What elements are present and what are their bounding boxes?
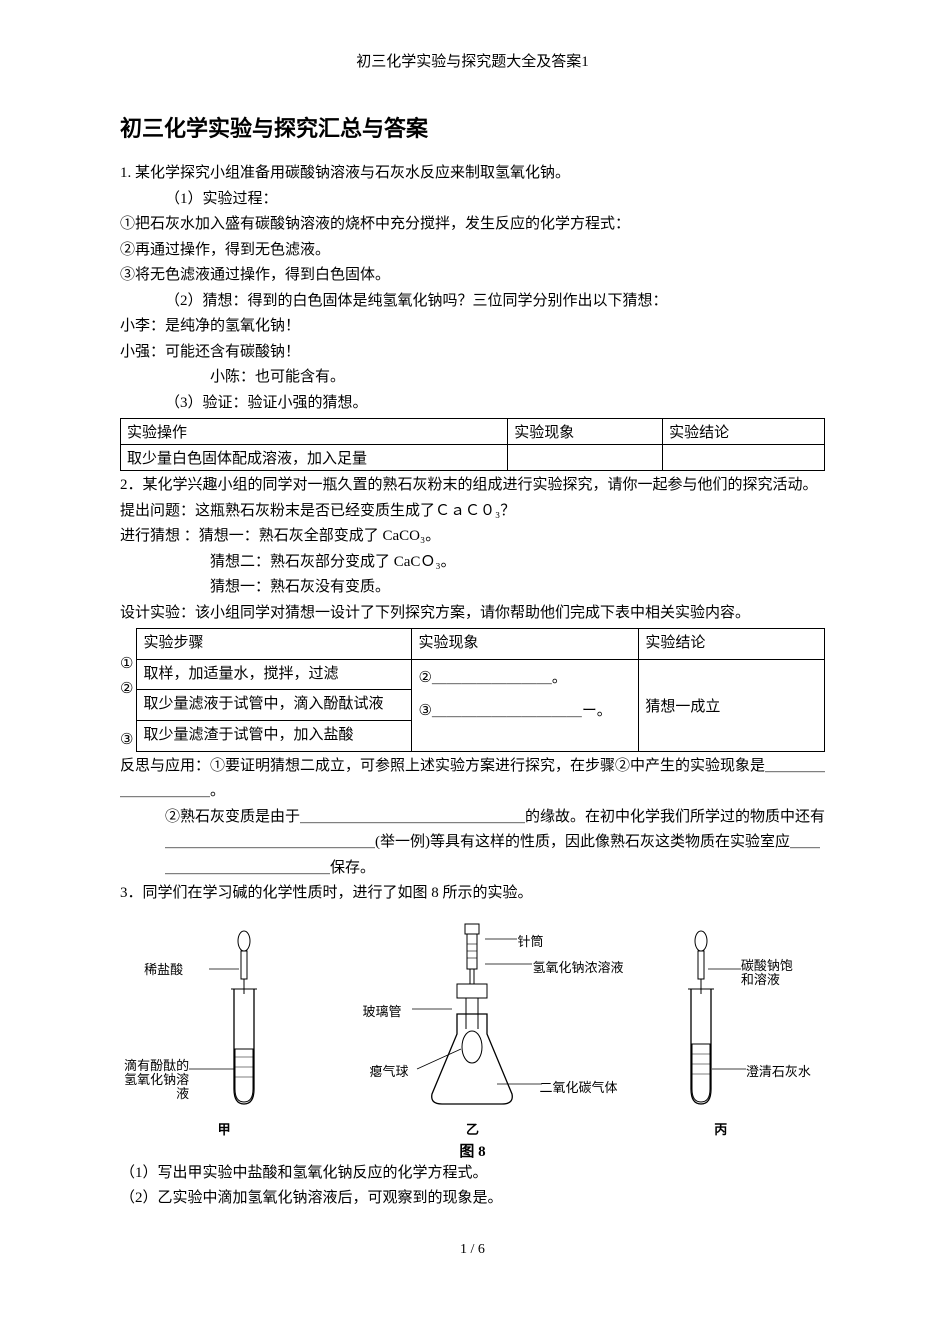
q3-ask1: （1）写出甲实验中盐酸和氢氧化钠反应的化学方程式。 — [120, 1161, 825, 1187]
q1-l2: ②再通过操作，得到无色滤液。 — [120, 238, 825, 264]
q2-table: 实验步骤 实验现象 实验结论 取样，加适量水，搅拌，过滤 ②＿＿＿＿＿＿＿＿。 … — [136, 628, 825, 752]
q3-ask2: （2）乙实验中滴加氢氧化钠溶液后，可观察到的现象是。 — [120, 1186, 825, 1212]
figure-8-caption: 图 8 — [120, 1140, 825, 1161]
lbl-zhentong: 针筒 — [517, 931, 543, 950]
jia-label: 甲 — [218, 1119, 231, 1138]
lbl-biqiu: 瘪气球 — [369, 1061, 408, 1080]
apparatus-bing: 碳酸钠饱和溶液 澄清石灰水 丙 — [646, 929, 796, 1138]
bing-label: 丙 — [714, 1119, 727, 1138]
q3-intro: 3．同学们在学习碱的化学性质时，进行了如图 8 所示的实验。 — [120, 881, 825, 907]
apparatus-jia: 稀盐酸 滴有酚酞的氢氧化钠溶液 甲 — [149, 929, 299, 1138]
yi-label: 乙 — [466, 1119, 479, 1138]
q2-rownums: ①② ③ — [120, 626, 136, 754]
q2-reflect2: ②熟石灰变质是由于＿＿＿＿＿＿＿＿＿＿＿＿＿＿＿的缘故。在初中化学我们所学过的物… — [120, 805, 825, 882]
page-footer: 1 / 6 — [120, 1242, 825, 1258]
q2-g0: 进行猜想 ：猜想一：熟石灰全部变成了 CaCO₃。 — [120, 524, 825, 550]
q1-th2: 实验现象 — [508, 419, 663, 445]
lbl-co2: 二氧化碳气体 — [539, 1077, 617, 1096]
q2-concl: 猜想一成立 — [639, 659, 825, 751]
q2-design: 设计实验：该小组同学对猜想一设计了下列探究方案，请你帮助他们完成下表中相关实验内… — [120, 601, 825, 627]
q1-intro: 1. 某化学探究小组准备用碳酸钠溶液与石灰水反应来制取氢氧化钠。 — [120, 161, 825, 187]
main-title: 初三化学实验与探究汇总与答案 — [120, 111, 825, 143]
q2-cell2a: ②＿＿＿＿＿＿＿＿。 — [418, 670, 566, 686]
lbl-fenfu: 滴有酚酞的氢氧化钠溶液 — [114, 1059, 189, 1102]
q1-th3: 实验结论 — [663, 419, 825, 445]
q1-s2: （2）猜想：得到的白色固体是纯氢氧化钠吗？三位同学分别作出以下猜想： — [120, 289, 825, 315]
q2-g1: 猜想二：熟石灰部分变成了 CaCＯ₃。 — [120, 550, 825, 576]
bing-svg — [646, 929, 796, 1119]
q2-r1: 取样，加适量水，搅拌，过滤 — [137, 659, 412, 690]
lbl-na2co3: 碳酸钠饱和溶液 — [741, 959, 796, 988]
q1-g1: 小李：是纯净的氢氧化钠！ — [120, 314, 825, 340]
q2-th2: 实验现象 — [412, 629, 639, 660]
page-header: 初三化学实验与探究题大全及答案1 — [120, 50, 825, 71]
q1-g3: 小陈：也可能含有。 — [120, 365, 825, 391]
q1-l1: ①把石灰水加入盛有碳酸钠溶液的烧杯中充分搅拌，发生反应的化学方程式： — [120, 212, 825, 238]
q1-td1: 取少量白色固体配成溶液，加入足量 — [121, 445, 508, 471]
q2-cell2b: ③＿＿＿＿＿＿＿＿＿＿ー。 — [418, 703, 611, 719]
q2-r3: 取少量滤渣于试管中，加入盐酸 — [137, 720, 412, 751]
lbl-xiyansuan: 稀盐酸 — [144, 959, 183, 978]
q1-s3: （3）验证：验证小强的猜想。 — [120, 391, 825, 417]
q1-l3: ③将无色滤液通过操作，得到白色固体。 — [120, 263, 825, 289]
q2-r2: 取少量滤液于试管中，滴入酚酞试液 — [137, 690, 412, 721]
q1-s1: （1）实验过程： — [120, 187, 825, 213]
lbl-shihui: 澄清石灰水 — [746, 1061, 811, 1080]
q1-g2: 小强：可能还含有碳酸钠！ — [120, 340, 825, 366]
q1-table: 实验操作 实验现象 实验结论 取少量白色固体配成溶液，加入足量 — [120, 418, 825, 471]
q1-td3 — [663, 445, 825, 471]
q2-g2: 猜想一：熟石灰没有变质。 — [120, 575, 825, 601]
q2-ask: 提出问题：这瓶熟石灰粉末是否已经变质生成了ＣａＣ０₃？ — [120, 499, 825, 525]
q2-th1: 实验步骤 — [137, 629, 412, 660]
apparatus-yi: 针筒 氢氧化钠浓溶液 玻璃管 瘪气球 二氧化碳气体 乙 — [357, 919, 587, 1138]
q2-cell2: ②＿＿＿＿＿＿＿＿。 ③＿＿＿＿＿＿＿＿＿＿ー。 — [412, 659, 639, 751]
q1-td2 — [508, 445, 663, 471]
q2-th3: 实验结论 — [639, 629, 825, 660]
q1-th1: 实验操作 — [121, 419, 508, 445]
figure-8: 稀盐酸 滴有酚酞的氢氧化钠溶液 甲 — [120, 919, 825, 1138]
lbl-naoh: 氢氧化钠浓溶液 — [532, 957, 623, 976]
q2-intro: 2．某化学兴趣小组的同学对一瓶久置的熟石灰粉末的组成进行实验探究，请你一起参与他… — [120, 473, 825, 499]
lbl-boliguan: 玻璃管 — [362, 1001, 401, 1020]
q2-reflect1: 反思与应用：①要证明猜想二成立，可参照上述实验方案进行探究，在步骤②中产生的实验… — [120, 754, 825, 805]
